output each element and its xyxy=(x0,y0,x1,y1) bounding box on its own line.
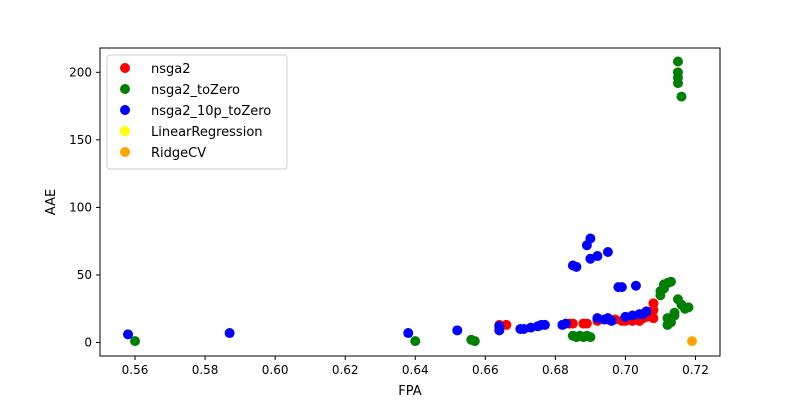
point-nsga2-tozero xyxy=(669,307,680,318)
legend-marker xyxy=(120,105,130,115)
point-nsga2-tozero xyxy=(585,332,596,343)
point-nsga2-10p-tozero xyxy=(494,321,505,332)
x-tick-label: 0.62 xyxy=(332,363,359,377)
legend-box xyxy=(106,54,288,170)
y-tick-label: 0 xyxy=(84,335,92,349)
legend-label: nsga2_10p_toZero xyxy=(151,104,271,119)
point-nsga2-10p-tozero xyxy=(602,246,613,257)
legend-label: nsga2 xyxy=(151,62,191,77)
point-nsga2-tozero xyxy=(683,302,694,313)
point-nsga2-10p-tozero xyxy=(641,306,652,317)
x-axis-label: FPA xyxy=(398,384,421,399)
points-layer xyxy=(123,56,697,347)
point-nsga2-10p-tozero xyxy=(452,325,463,336)
point-nsga2 xyxy=(581,318,592,329)
point-nsga2-10p-tozero xyxy=(606,315,617,326)
y-axis-label: AAE xyxy=(44,189,59,215)
point-nsga2-10p-tozero xyxy=(403,328,414,339)
point-nsga2 xyxy=(648,298,659,309)
legend-marker xyxy=(120,126,130,136)
point-nsga2-10p-tozero xyxy=(560,318,571,329)
point-nsga2-tozero xyxy=(676,91,687,102)
legend-marker xyxy=(120,84,130,94)
point-nsga2-tozero xyxy=(410,336,421,347)
plot-area-frame xyxy=(99,47,721,357)
point-nsga2-10p-tozero xyxy=(539,319,550,330)
point-nsga2-10p-tozero xyxy=(224,328,235,339)
x-tick-label: 0.68 xyxy=(542,363,569,377)
legend-marker xyxy=(120,147,130,157)
y-axis-ticks: 0 50 100 150 200 xyxy=(69,65,100,349)
legend: nsga2 nsga2_toZero nsga2_10p_toZero LinearR… xyxy=(106,54,288,170)
y-tick-label: 50 xyxy=(77,268,92,282)
point-nsga2 xyxy=(567,318,578,329)
x-tick-label: 0.72 xyxy=(682,363,709,377)
x-tick-label: 0.60 xyxy=(262,363,289,377)
legend-label: RidgeCV xyxy=(151,146,206,161)
point-nsga2-10p-tozero xyxy=(571,261,582,272)
point-nsga2 xyxy=(648,313,659,324)
x-tick-label: 0.70 xyxy=(612,363,639,377)
point-nsga2-10p-tozero xyxy=(585,233,596,244)
point-nsga2-tozero xyxy=(469,336,480,347)
point-nsga2-tozero xyxy=(672,78,683,89)
point-ridgecv xyxy=(686,336,697,347)
y-tick-label: 200 xyxy=(69,65,92,79)
y-tick-label: 150 xyxy=(69,133,92,147)
point-nsga2-10p-tozero xyxy=(592,251,603,262)
legend-label: LinearRegression xyxy=(151,125,263,140)
y-tick-label: 100 xyxy=(69,200,92,214)
x-axis-ticks: 0.56 0.58 0.60 0.62 0.64 0.66 0.68 0.70 0.72 xyxy=(122,356,709,377)
x-tick-label: 0.64 xyxy=(402,363,429,377)
point-nsga2-10p-tozero xyxy=(630,280,641,291)
point-nsga2-10p-tozero xyxy=(123,329,134,340)
point-nsga2-10p-tozero xyxy=(616,282,627,293)
x-tick-label: 0.56 xyxy=(122,363,149,377)
x-tick-label: 0.58 xyxy=(192,363,219,377)
legend-label: nsga2_toZero xyxy=(151,83,240,98)
point-nsga2-tozero xyxy=(672,56,683,67)
point-nsga2-tozero xyxy=(665,276,676,287)
x-tick-label: 0.66 xyxy=(472,363,499,377)
point-nsga2-tozero xyxy=(130,336,141,347)
legend-marker xyxy=(120,63,130,73)
